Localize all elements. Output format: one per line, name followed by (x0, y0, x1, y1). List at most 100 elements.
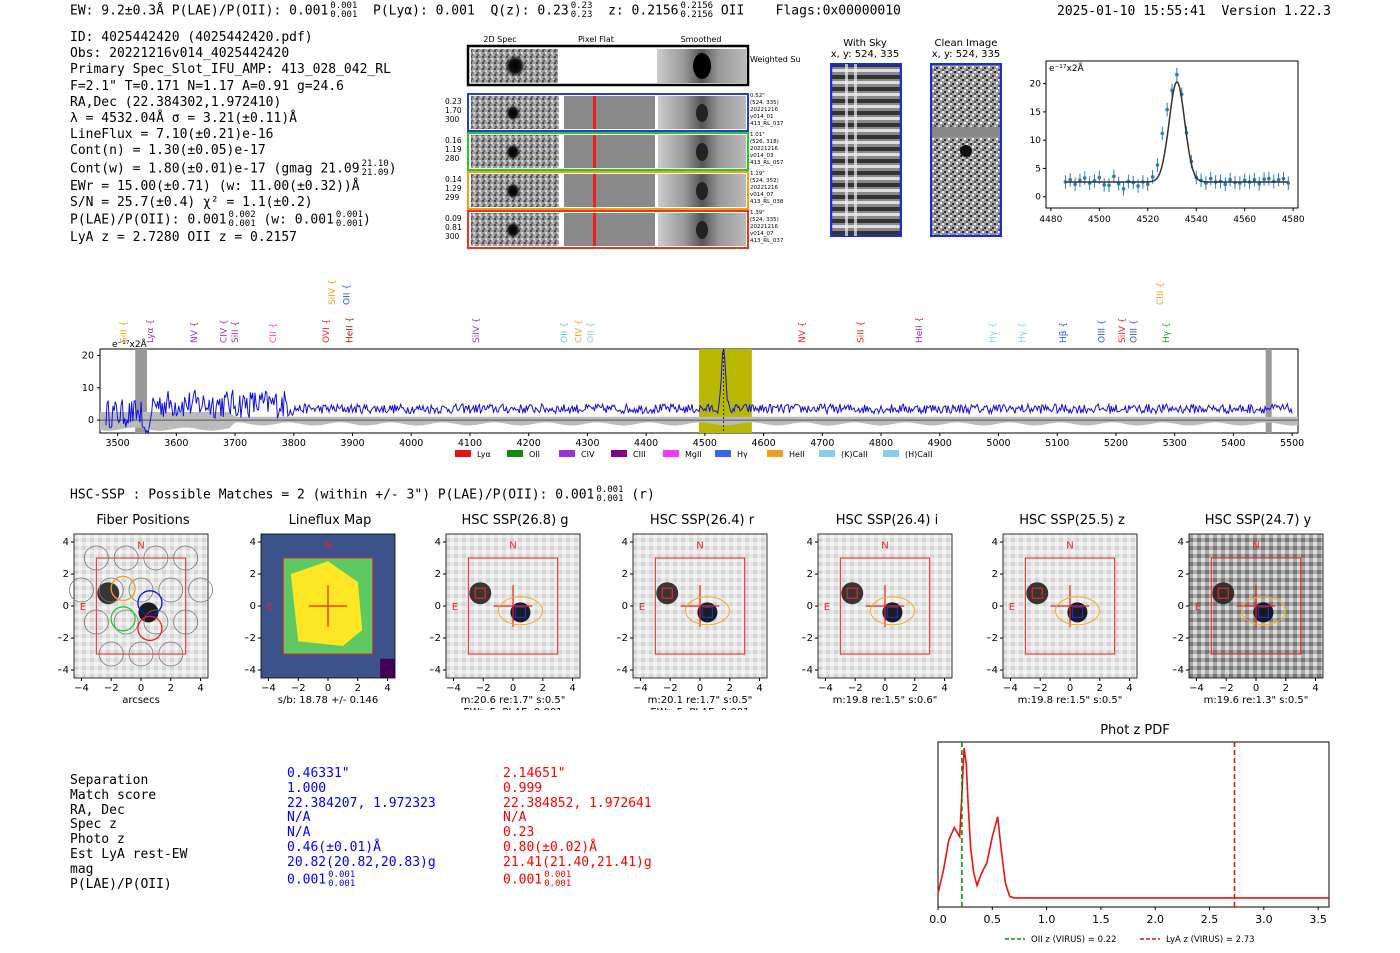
clean-title: Clean Image x, y: 524, 335 (931, 38, 1001, 60)
zoom-data-point (1223, 182, 1228, 187)
hsc-xtick-label: −2 (1033, 683, 1048, 694)
hsc-panel-title: HSC SSP(26.4) r (649, 513, 755, 528)
line-marker-label: OII { (343, 284, 353, 305)
info-line: EWr = 15.00(±0.71) (w: 11.00(±0.32))Å (70, 178, 360, 194)
hsc-caption: m:19.8 re:1.5" s:0.5" (1018, 695, 1123, 706)
fiber-circle (98, 577, 124, 603)
info-line: λ = 4532.04Å σ = 3.21(±0.11)Å (70, 111, 297, 127)
cutout-pixel-flat (564, 96, 656, 129)
counterpart-box (661, 587, 673, 599)
spectrum-xtick-label: 3900 (340, 438, 364, 449)
info-line: Cont(n) = 1.30(±0.05)e-17 (70, 143, 266, 159)
header-plya: P(Lyα): 0.001 (373, 3, 475, 19)
zoom-data-point (1150, 175, 1155, 179)
hsc-xtick-label: −4 (1003, 683, 1018, 694)
zoom-data-point (1073, 182, 1077, 187)
match-label: mag (70, 861, 94, 877)
spectrum-xtick-label: 4300 (575, 438, 599, 449)
legend-swatch (611, 450, 627, 457)
fiber-circle (143, 609, 169, 635)
hsc-ytick-label: 2 (1178, 569, 1184, 580)
east-label: E (1009, 602, 1015, 613)
zoom-data-point (1160, 131, 1165, 136)
zoom-data-point (1267, 176, 1271, 181)
hsc-panel-1: N E −4 −4 −2 −2 0 0 2 2 4 4 s/b: 18.78 +/- 0.146 (245, 533, 396, 706)
match-value-plae: 0.001 0.001 0.001 (287, 869, 356, 889)
zoom-data-point (1281, 176, 1286, 181)
hsc-xtick-label: 2 (912, 683, 918, 694)
spectrum-xtick-label: 4800 (869, 438, 893, 449)
cutout-source-blob (506, 183, 520, 199)
cutout-divider (562, 213, 564, 246)
north-label: N (696, 540, 703, 551)
detection-info: ID: 4025442420 (4025442420.pdf) Obs: 202… (70, 30, 397, 246)
hsc-caption: s/b: 18.78 +/- 0.146 (278, 695, 378, 706)
search-box (282, 557, 374, 655)
hsc-ytick-label: 4 (63, 537, 69, 548)
fiber-circle (158, 641, 184, 667)
hsc-ytick-label: 2 (435, 569, 441, 580)
cutout-row-meta: 413_RL_037 (750, 121, 784, 127)
hsc-xtick-label: −2 (1219, 683, 1234, 694)
zoom-ytick-label: 5 (1035, 164, 1041, 174)
cutout-row-meta: (524, 335) (750, 100, 779, 106)
primary-box (701, 606, 714, 619)
hsc-caption: m:20.1 re:1.7" s:0.5" (648, 695, 753, 706)
hsc-ytick-label: −2 (245, 633, 256, 644)
counterpart-box (846, 587, 858, 599)
hsc-xtick-label: −2 (104, 683, 119, 694)
fiber-circle (158, 577, 184, 603)
cutout-source-blob (506, 144, 520, 160)
north-label: N (324, 540, 331, 551)
spectrum-xtick-label: 4500 (693, 438, 717, 449)
fiber-circle (173, 545, 199, 571)
photz-legend-label: LyA z (VIRUS) = 2.73 (1166, 935, 1255, 945)
match-value: 1.000 (287, 780, 327, 796)
cutout-row-meta: v014_01 (750, 114, 774, 120)
zoom-data-point (1145, 182, 1150, 187)
fiber-circle (113, 545, 139, 571)
hsc-ytick-label: −2 (802, 633, 813, 644)
hsc-ytick-label: −2 (987, 633, 998, 644)
line-marker-label: OVI { (322, 319, 332, 343)
cutout-pixel-flat (564, 135, 656, 168)
hsc-caption: m:20.6 re:1.7" s:0.5" (461, 695, 566, 706)
photz-xtick-label: 2.0 (1146, 913, 1164, 926)
cutout-row-stat: 0.14 (445, 175, 462, 184)
spectrum-ylabel: e⁻¹⁷x2Å (112, 338, 148, 350)
hsc-ytick-label: 0 (435, 601, 441, 612)
line-marker-label: OIII { (1097, 319, 1107, 343)
match-label: Photo z (70, 832, 125, 848)
zoom-ytick-label: 0 (1035, 193, 1041, 203)
hsc-summary-sup: 0.001 (596, 485, 624, 495)
photz-xtick-label: 0.0 (929, 913, 947, 926)
hsc-xtick-label: 2 (168, 683, 174, 694)
spectrum-xtick-label: 4000 (399, 438, 423, 449)
cutout-row-stat: 280 (445, 154, 460, 163)
hsc-xtick-label: 4 (1126, 683, 1132, 694)
zoom-xtick-label: 4540 (1185, 215, 1208, 225)
cutout-source-blob (506, 105, 520, 121)
zoom-data-point (1155, 163, 1160, 167)
search-box (467, 557, 559, 655)
match-label: RA, Dec (70, 802, 125, 818)
line-marker-label: NV { (190, 322, 200, 343)
info-line: F=2.1" T=0.171 N=1.17 A=0.91 g=24.6 (70, 78, 344, 94)
zoom-data-point (1208, 176, 1213, 181)
cutout-flat-line (593, 96, 596, 129)
search-box (1024, 557, 1116, 655)
photz-xtick-label: 0.5 (984, 913, 1002, 926)
hsc-ytick-label: −4 (1173, 665, 1184, 676)
line-marker-label: NV { (798, 322, 808, 343)
fiber-circle (69, 577, 94, 603)
fiber-fourth (137, 615, 163, 642)
north-label: N (509, 540, 516, 551)
cutout-smoothed-blob (696, 182, 708, 200)
hsc-xtick-label: 2 (540, 683, 546, 694)
zoom-data-point (1121, 186, 1126, 191)
match-value: 22.384852, 1.972641 (503, 795, 652, 811)
hsc-panel-title: HSC SSP(24.7) y (1204, 513, 1312, 528)
hsc-ytick-label: 0 (622, 601, 628, 612)
